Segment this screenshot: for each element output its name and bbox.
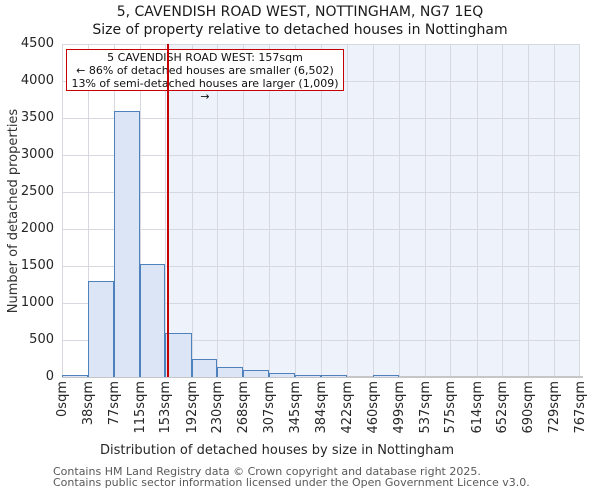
histogram-bar: [114, 110, 140, 377]
footer-line-2: Contains public sector information licen…: [53, 476, 530, 489]
y-tick-label: 0: [45, 369, 54, 384]
x-tick-label: 0sqm: [55, 381, 70, 417]
chart-subtitle: Size of property relative to detached ho…: [92, 22, 508, 38]
annotation-box: 5 CAVENDISH ROAD WEST: 157sqm ← 86% of d…: [66, 49, 344, 103]
histogram-bar: [372, 375, 399, 377]
vertical-gridline: [347, 44, 348, 377]
x-tick-label: 192sqm: [184, 381, 200, 434]
x-tick-label: 575sqm: [443, 381, 459, 434]
horizontal-gridline: [62, 229, 580, 230]
x-tick-label: 652sqm: [495, 381, 511, 434]
y-tick-label: 2000: [20, 221, 54, 236]
annotation-line-3: 13% of semi-detached houses are larger (…: [71, 77, 339, 103]
horizontal-gridline: [62, 266, 580, 267]
footer-line-1: Contains HM Land Registry data © Crown c…: [53, 465, 481, 478]
vertical-gridline: [139, 44, 141, 377]
vertical-gridline: [321, 44, 323, 377]
vertical-gridline: [294, 44, 296, 377]
annotation-line-2: ← 86% of detached houses are smaller (6,…: [76, 64, 334, 77]
y-tick-label: 2500: [20, 184, 54, 199]
histogram-bar: [62, 375, 88, 377]
x-tick-label: 422sqm: [340, 381, 355, 434]
vertical-gridline: [450, 44, 452, 377]
x-tick-label: 153sqm: [158, 381, 174, 434]
horizontal-gridline: [62, 155, 580, 156]
y-tick-label: 3000: [20, 147, 54, 162]
x-tick-label: 537sqm: [417, 381, 433, 434]
vertical-gridline: [399, 44, 400, 377]
vertical-gridline: [269, 44, 271, 377]
y-axis-label: Number of detached properties: [6, 108, 21, 314]
histogram-bar: [242, 370, 270, 377]
horizontal-gridline: [62, 192, 580, 193]
histogram-bar: [217, 366, 243, 377]
x-tick-label: 115sqm: [132, 381, 148, 434]
x-tick-label: 690sqm: [520, 381, 536, 434]
vertical-gridline: [242, 44, 244, 377]
histogram-bar: [139, 263, 166, 377]
vertical-gridline: [191, 44, 193, 377]
x-axis-baseline: [62, 376, 583, 378]
histogram-bar: [294, 375, 322, 377]
histogram-bar: [269, 373, 295, 377]
x-tick-label: 77sqm: [107, 381, 122, 426]
vertical-gridline: [87, 44, 89, 377]
vertical-gridline: [372, 44, 374, 377]
x-tick-label: 345sqm: [287, 381, 303, 434]
y-tick-label: 4500: [20, 36, 54, 51]
property-size-marker-line: [167, 44, 170, 377]
y-tick-label: 1000: [20, 295, 54, 310]
vertical-gridline: [217, 44, 219, 377]
vertical-gridline: [527, 44, 529, 377]
horizontal-gridline: [62, 44, 580, 45]
x-tick-label: 38sqm: [80, 381, 96, 426]
chart-title: 5, CAVENDISH ROAD WEST, NOTTINGHAM, NG7 …: [116, 4, 484, 20]
y-tick-label: 4000: [20, 73, 54, 88]
vertical-gridline: [554, 44, 556, 377]
horizontal-gridline: [62, 118, 580, 119]
y-tick-label: 1500: [20, 258, 54, 273]
vertical-gridline: [502, 44, 504, 377]
x-tick-label: 614sqm: [469, 381, 485, 434]
histogram-bar: [321, 375, 347, 377]
x-tick-label: 460sqm: [365, 381, 381, 434]
larger-properties-region: [168, 44, 580, 377]
vertical-gridline: [424, 44, 426, 377]
vertical-gridline: [579, 44, 580, 377]
x-tick-label: 307sqm: [262, 381, 278, 434]
annotation-line-1: 5 CAVENDISH ROAD WEST: 157sqm: [107, 51, 303, 64]
x-axis-label: Distribution of detached houses by size …: [99, 443, 455, 458]
vertical-gridline: [476, 44, 478, 377]
x-tick-label: 384sqm: [314, 381, 330, 434]
histogram-bar: [87, 280, 114, 377]
vertical-gridline: [62, 44, 63, 377]
horizontal-gridline: [62, 340, 580, 341]
y-tick-label: 500: [29, 332, 54, 347]
x-tick-label: 767sqm: [573, 381, 588, 434]
horizontal-gridline: [62, 303, 580, 304]
vertical-gridline: [165, 44, 167, 377]
x-tick-label: 268sqm: [235, 381, 251, 434]
histogram-bar: [165, 332, 192, 377]
x-tick-label: 729sqm: [547, 381, 563, 434]
x-tick-label: 499sqm: [392, 381, 407, 434]
histogram-bar: [191, 359, 218, 377]
x-tick-label: 230sqm: [210, 381, 226, 434]
y-tick-label: 3500: [20, 110, 54, 125]
